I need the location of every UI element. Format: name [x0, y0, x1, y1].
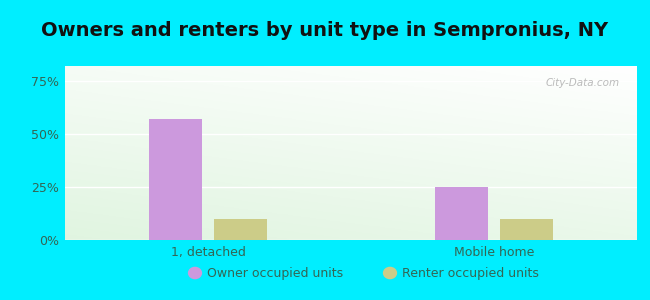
Text: Owners and renters by unit type in Sempronius, NY: Owners and renters by unit type in Sempr… — [42, 21, 608, 40]
Bar — [435, 187, 488, 240]
Text: Owner occupied units: Owner occupied units — [207, 266, 343, 280]
Bar — [214, 219, 267, 240]
Text: City-Data.com: City-Data.com — [546, 78, 620, 88]
Bar — [500, 219, 553, 240]
Bar — [149, 119, 202, 240]
Text: Renter occupied units: Renter occupied units — [402, 266, 539, 280]
